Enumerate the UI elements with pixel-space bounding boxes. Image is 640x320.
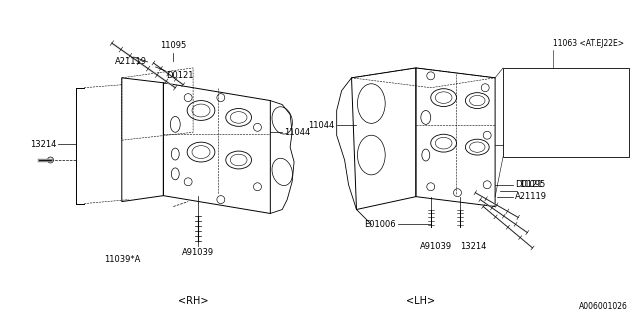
Text: 11063 <AT.EJ22E>: 11063 <AT.EJ22E>: [506, 71, 577, 80]
Text: A21119: A21119: [515, 192, 547, 201]
Text: <LH>: <LH>: [406, 296, 435, 306]
Text: 11044: 11044: [284, 128, 310, 137]
Text: E01006: E01006: [508, 121, 540, 130]
Text: 13214: 13214: [30, 140, 56, 149]
Text: 11039*A: 11039*A: [104, 254, 140, 264]
Text: 11095: 11095: [519, 180, 545, 189]
Text: 11039*A <MT.EJ22E>: 11039*A <MT.EJ22E>: [506, 82, 588, 91]
Text: 11044: 11044: [308, 121, 335, 130]
Text: 11063 <AT.EJ22E>: 11063 <AT.EJ22E>: [552, 39, 623, 48]
Text: D0121: D0121: [515, 180, 543, 189]
Circle shape: [504, 142, 510, 148]
Bar: [503, 68, 628, 157]
Text: D0121: D0121: [166, 71, 194, 80]
Text: 11039*B <EJ18E>: 11039*B <EJ18E>: [506, 93, 575, 102]
Text: A21119: A21119: [115, 58, 147, 67]
Circle shape: [47, 157, 54, 163]
Text: A91039: A91039: [420, 242, 452, 251]
Text: 13214: 13214: [568, 121, 594, 130]
Text: A006001026: A006001026: [579, 301, 628, 310]
Text: A91039: A91039: [182, 248, 214, 257]
Text: E01006: E01006: [364, 220, 396, 229]
Text: 11095: 11095: [160, 41, 186, 50]
Text: <RH>: <RH>: [178, 296, 209, 306]
Text: 13214: 13214: [460, 242, 486, 251]
